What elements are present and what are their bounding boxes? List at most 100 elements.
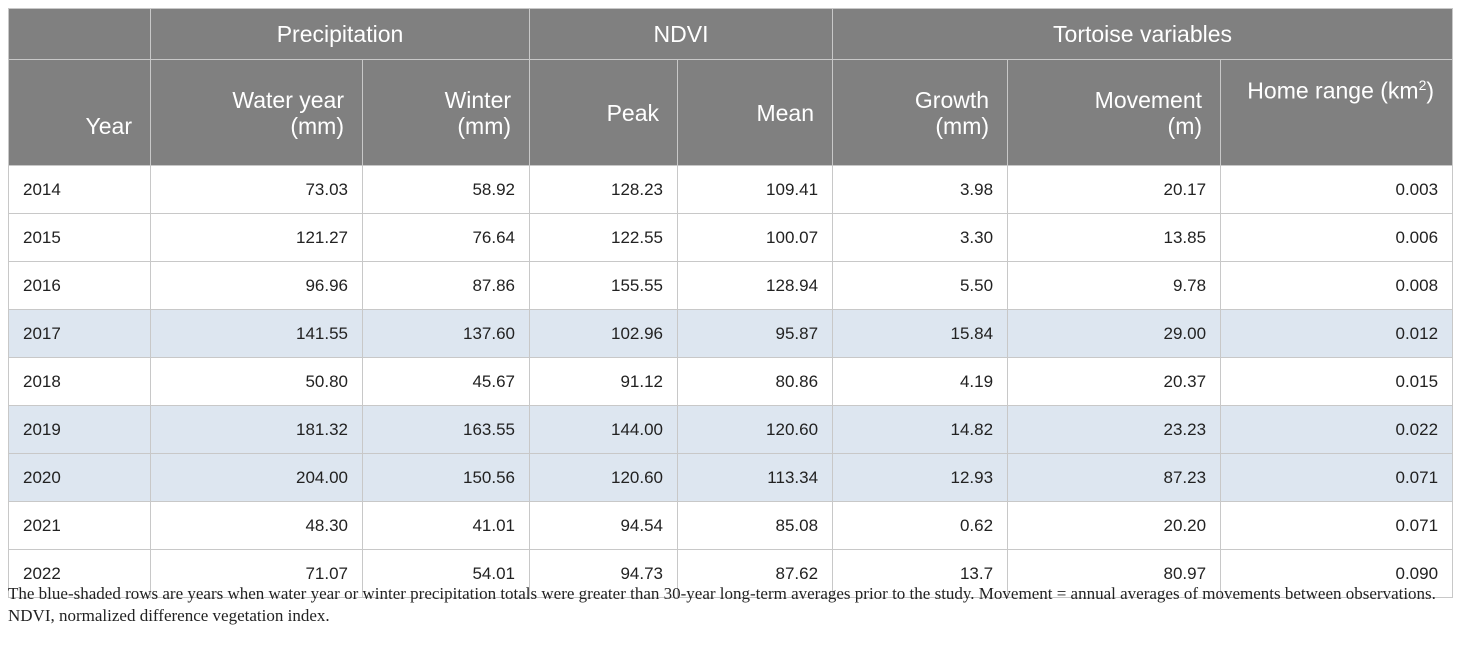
cell-year: 2019 — [8, 405, 151, 454]
header-group-tortoise: Tortoise variables — [832, 8, 1454, 60]
cell-peak: 155.55 — [529, 261, 679, 310]
cell-winter: 58.92 — [361, 165, 531, 214]
cell-home-range: 0.003 — [1220, 165, 1454, 214]
cell-mean: 80.86 — [677, 357, 834, 406]
cell-peak: 120.60 — [529, 453, 679, 502]
cell-growth: 5.50 — [832, 261, 1009, 310]
cell-year: 2015 — [8, 213, 151, 262]
table-footnote-shading: The blue-shaded rows are years when wate… — [8, 584, 1436, 603]
cell-year: 2017 — [8, 309, 151, 358]
header-year: Year — [8, 59, 151, 166]
header-column-row: Year Water year (mm) Winter (mm) Peak Me… — [8, 59, 1454, 166]
table-row: 2019 181.32 163.55 144.00 120.60 14.82 23.23 0.… — [8, 405, 1454, 454]
cell-year: 2021 — [8, 501, 151, 550]
cell-water-year: 141.55 — [150, 309, 363, 358]
cell-home-range: 0.090 — [1220, 549, 1454, 598]
header-empty-cell — [8, 8, 151, 60]
cell-movement: 13.85 — [1007, 213, 1222, 262]
cell-peak: 102.96 — [529, 309, 679, 358]
table-footnote-ndvi: NDVI, normalized difference vegetation i… — [8, 606, 330, 625]
header-home-range-text: Home range (km — [1247, 77, 1419, 104]
cell-water-year: 181.32 — [150, 405, 363, 454]
header-growth: Growth (mm) — [832, 59, 1009, 166]
table-row: 2021 48.30 41.01 94.54 85.08 0.62 20.20 0.071 — [8, 501, 1454, 550]
header-winter-line2: (mm) — [457, 112, 512, 139]
cell-growth: 12.93 — [832, 453, 1009, 502]
header-water-year: Water year (mm) — [150, 59, 363, 166]
header-growth-line1: Growth — [914, 86, 990, 113]
cell-winter: 41.01 — [361, 501, 531, 550]
cell-mean: 95.87 — [677, 309, 834, 358]
header-water-year-line2: (mm) — [290, 112, 344, 139]
cell-water-year: 96.96 — [150, 261, 363, 310]
header-winter-line1: Winter — [444, 86, 512, 113]
header-winter: Winter (mm) — [361, 59, 531, 166]
table-body: 2014 73.03 58.92 128.23 109.41 3.98 20.17 0.003… — [8, 165, 1454, 598]
cell-year: 2018 — [8, 357, 151, 406]
cell-peak: 94.73 — [529, 549, 679, 598]
cell-peak: 144.00 — [529, 405, 679, 454]
cell-mean: 87.62 — [677, 549, 834, 598]
header-movement-line1: Movement — [1094, 86, 1203, 113]
cell-home-range: 0.012 — [1220, 309, 1454, 358]
cell-water-year: 50.80 — [150, 357, 363, 406]
cell-movement: 9.78 — [1007, 261, 1222, 310]
cell-winter: 87.86 — [361, 261, 531, 310]
cell-winter: 137.60 — [361, 309, 531, 358]
header-mean: Mean — [677, 59, 834, 166]
cell-mean: 85.08 — [677, 501, 834, 550]
cell-peak: 94.54 — [529, 501, 679, 550]
cell-mean: 109.41 — [677, 165, 834, 214]
cell-mean: 128.94 — [677, 261, 834, 310]
cell-home-range: 0.015 — [1220, 357, 1454, 406]
cell-peak: 128.23 — [529, 165, 679, 214]
cell-movement: 80.97 — [1007, 549, 1222, 598]
cell-year: 2020 — [8, 453, 151, 502]
header-home-range-close: ) — [1426, 77, 1435, 104]
cell-growth: 4.19 — [832, 357, 1009, 406]
cell-home-range: 0.071 — [1220, 453, 1454, 502]
header-group-ndvi: NDVI — [529, 8, 834, 60]
cell-mean: 113.34 — [677, 453, 834, 502]
cell-water-year: 73.03 — [150, 165, 363, 214]
table-row: 2016 96.96 87.86 155.55 128.94 5.50 9.78 0.008 — [8, 261, 1454, 310]
cell-water-year: 71.07 — [150, 549, 363, 598]
cell-peak: 91.12 — [529, 357, 679, 406]
table-row: 2018 50.80 45.67 91.12 80.86 4.19 20.37 0.015 — [8, 357, 1454, 406]
cell-winter: 163.55 — [361, 405, 531, 454]
header-home-range-sup: 2 — [1418, 77, 1427, 93]
cell-winter: 76.64 — [361, 213, 531, 262]
cell-water-year: 204.00 — [150, 453, 363, 502]
cell-growth: 0.62 — [832, 501, 1009, 550]
data-table: Precipitation NDVI Tortoise variables Ye… — [8, 8, 1454, 598]
table-notes: The blue-shaded rows are years when wate… — [8, 583, 1452, 627]
cell-growth: 13.7 — [832, 549, 1009, 598]
table-row: 2020 204.00 150.56 120.60 113.34 12.93 87.23 0.… — [8, 453, 1454, 502]
header-growth-line2: (mm) — [935, 112, 990, 139]
cell-movement: 20.37 — [1007, 357, 1222, 406]
cell-year: 2014 — [8, 165, 151, 214]
table-row: 2017 141.55 137.60 102.96 95.87 15.84 29.00 0.0… — [8, 309, 1454, 358]
cell-year: 2022 — [8, 549, 151, 598]
table-row: 2015 121.27 76.64 122.55 100.07 3.30 13.85 0.00… — [8, 213, 1454, 262]
cell-home-range: 0.008 — [1220, 261, 1454, 310]
cell-growth: 3.30 — [832, 213, 1009, 262]
cell-water-year: 48.30 — [150, 501, 363, 550]
header-movement: Movement (m) — [1007, 59, 1222, 166]
cell-mean: 120.60 — [677, 405, 834, 454]
cell-home-range: 0.006 — [1220, 213, 1454, 262]
cell-peak: 122.55 — [529, 213, 679, 262]
cell-growth: 3.98 — [832, 165, 1009, 214]
cell-mean: 100.07 — [677, 213, 834, 262]
header-home-range: Home range (km2) — [1220, 59, 1454, 166]
table-row: 2022 71.07 54.01 94.73 87.62 13.7 80.97 0.090 — [8, 549, 1454, 598]
header-group-row: Precipitation NDVI Tortoise variables — [8, 8, 1454, 60]
header-peak: Peak — [529, 59, 679, 166]
header-group-precipitation: Precipitation — [149, 8, 531, 60]
cell-home-range: 0.022 — [1220, 405, 1454, 454]
cell-home-range: 0.071 — [1220, 501, 1454, 550]
header-movement-line2: (m) — [1167, 112, 1203, 139]
cell-growth: 14.82 — [832, 405, 1009, 454]
cell-movement: 23.23 — [1007, 405, 1222, 454]
cell-movement: 20.20 — [1007, 501, 1222, 550]
